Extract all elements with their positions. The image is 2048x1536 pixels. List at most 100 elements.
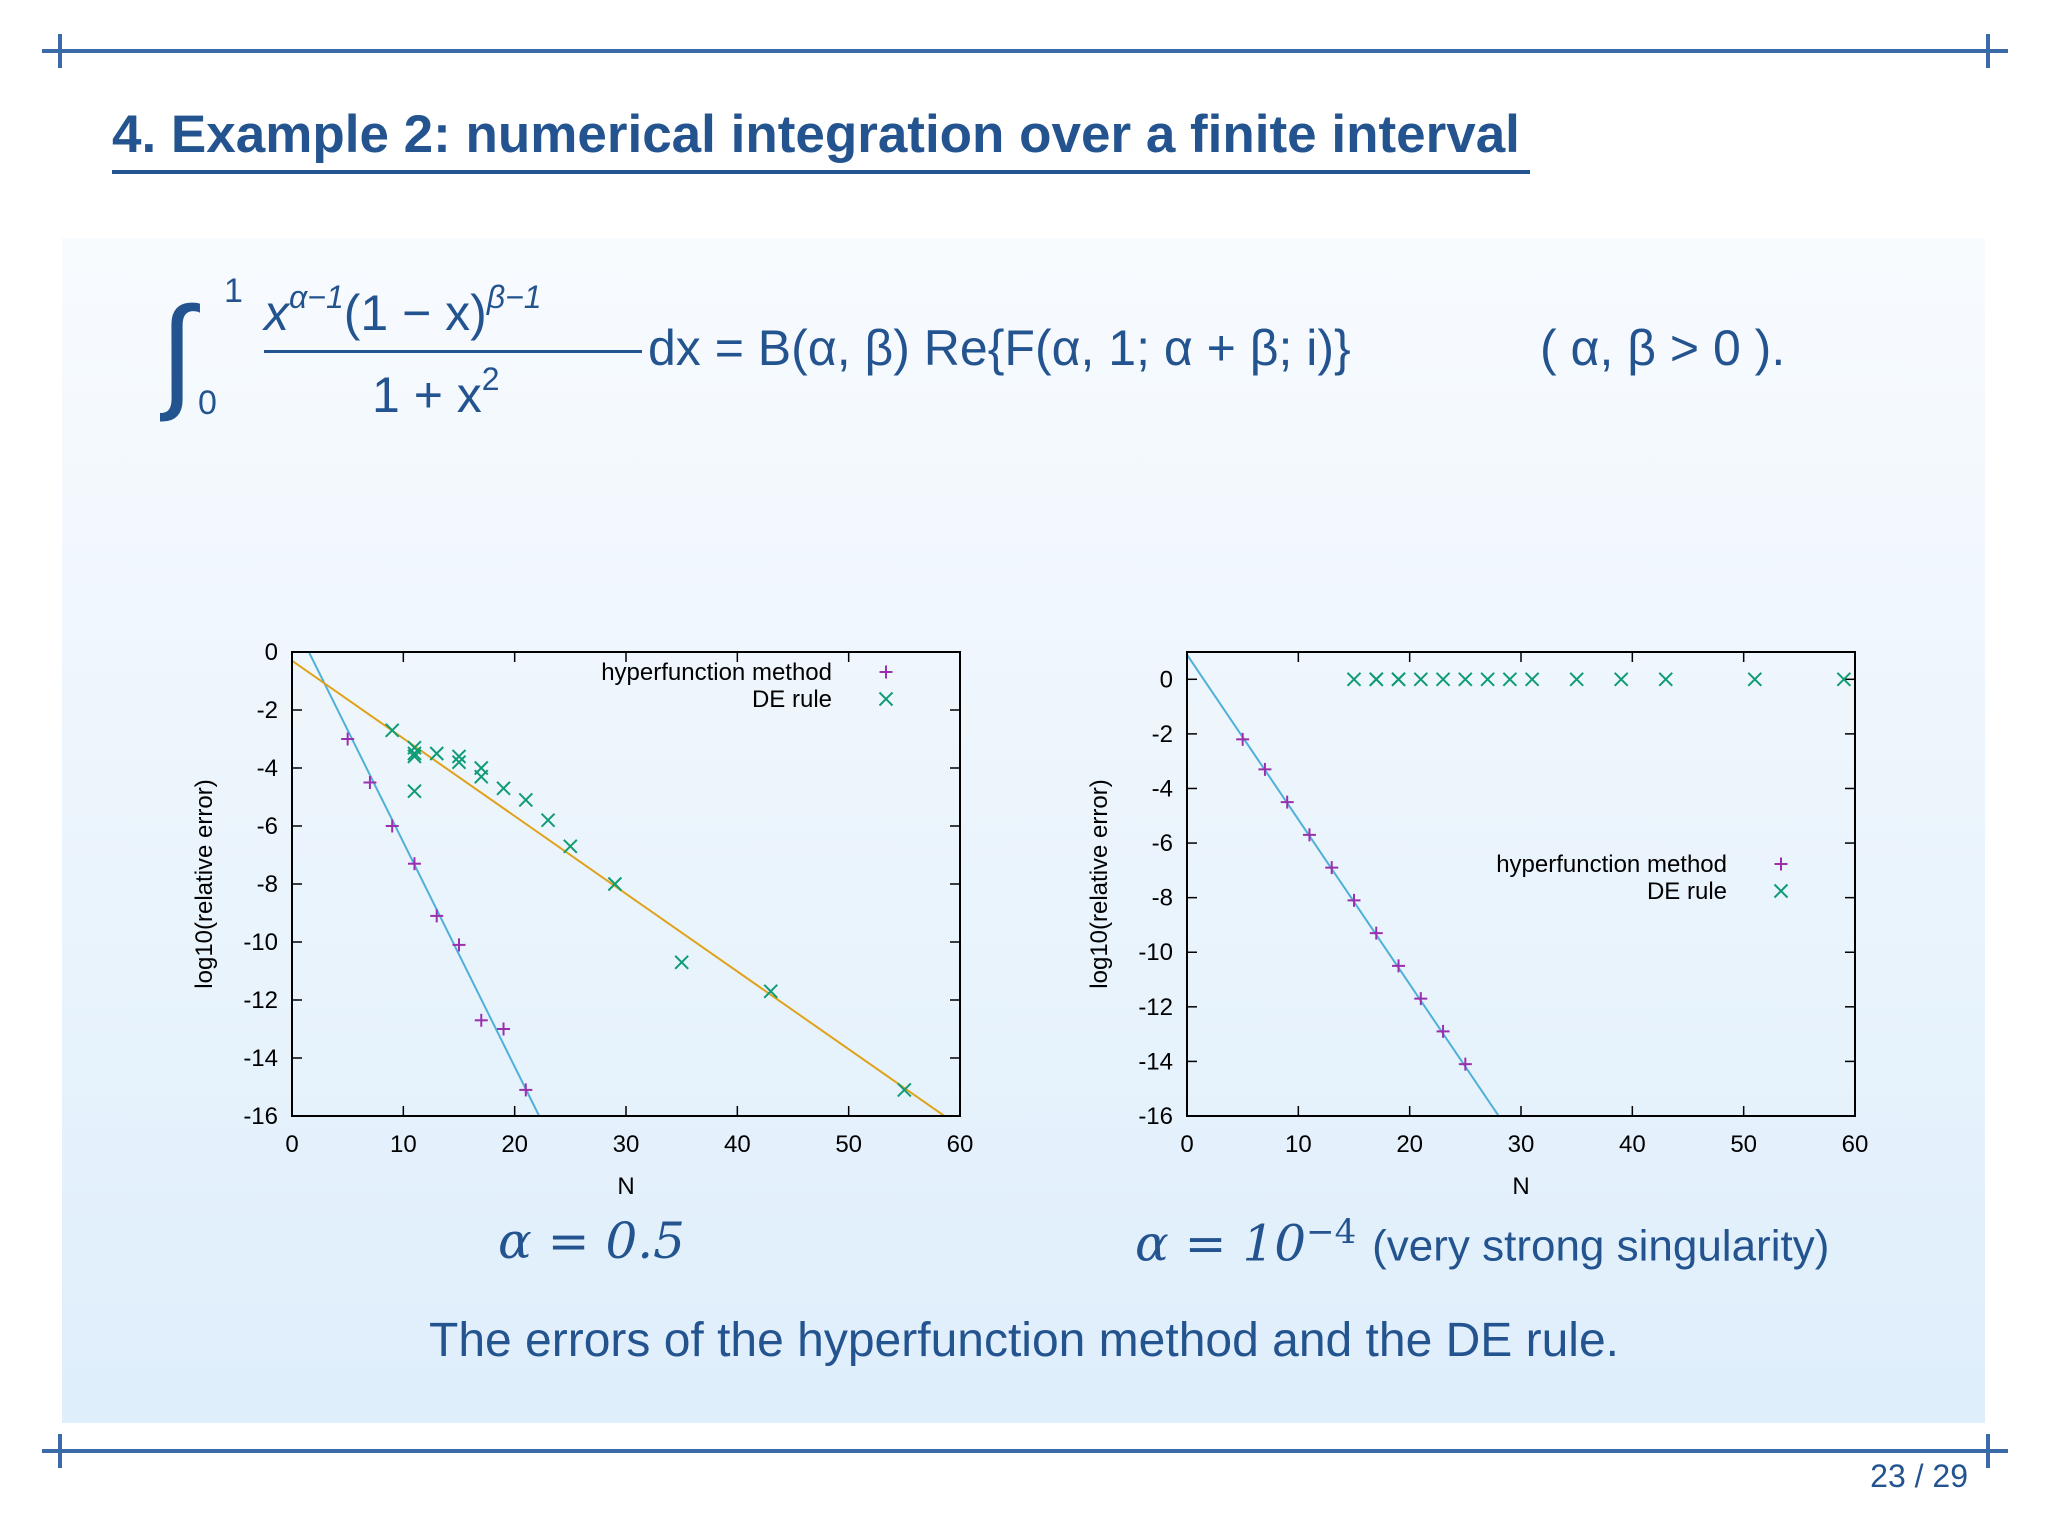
legend-label: hyperfunction method [1496, 851, 1727, 878]
plus-marker [1280, 795, 1294, 809]
y-tick-label: 0 [1160, 666, 1173, 693]
plus-marker [1302, 828, 1316, 842]
caption-right-exponent: −4 [1306, 1212, 1357, 1252]
cross-marker [1458, 672, 1473, 687]
cross-marker [1747, 672, 1763, 687]
y-tick-label: -12 [243, 987, 278, 1014]
y-tick-label: -6 [257, 813, 278, 840]
plus-marker [1436, 1024, 1450, 1038]
y-tick-label: -14 [1138, 1048, 1173, 1075]
marker-stroke [1502, 672, 1518, 687]
numerator-x: x [262, 285, 291, 341]
marker-stroke [407, 749, 422, 764]
cross-marker [1658, 672, 1673, 687]
marker-stroke [1346, 672, 1362, 687]
caption-alpha-right: α = 10−4 (very strong singularity) [1135, 1212, 1829, 1273]
marker-stroke [1836, 672, 1852, 687]
legend-plus-marker [879, 665, 893, 679]
marker-stroke [429, 746, 444, 761]
numerator-mid: (1 − x) [344, 285, 487, 341]
bottom-frame-line [42, 1449, 2008, 1453]
y-tick-label: -10 [243, 929, 278, 956]
cross-marker [897, 1082, 912, 1098]
fit-line [307, 652, 541, 1116]
denominator-exp: 2 [482, 361, 500, 397]
caption-right-math: α = 10 [1135, 1214, 1307, 1273]
plus-marker [1414, 992, 1428, 1006]
de-rule-series [384, 723, 912, 1098]
legend-plus-marker [1774, 857, 1788, 871]
marker-stroke [1480, 672, 1495, 687]
y-tick-label: -12 [1138, 994, 1173, 1021]
marker-stroke [1458, 672, 1473, 687]
x-tick-label: 10 [390, 1131, 417, 1158]
plus-marker [1369, 926, 1383, 940]
plus-marker [407, 857, 421, 871]
x-axis-label: N [617, 1173, 634, 1200]
marker-stroke [897, 1082, 912, 1098]
cross-marker [1613, 672, 1629, 687]
plus-marker [519, 1083, 533, 1097]
cross-marker [429, 746, 444, 761]
x-tick-label: 60 [1842, 1131, 1869, 1158]
legend-label: hyperfunction method [601, 659, 832, 686]
cross-marker [1569, 672, 1584, 687]
marker-stroke [384, 723, 400, 738]
legend-label: DE rule [752, 686, 832, 713]
de-rule-series [1346, 672, 1852, 687]
plus-marker [474, 1013, 488, 1027]
cross-marker [496, 781, 511, 796]
plot-area [292, 652, 945, 1116]
legend-cross-marker [878, 691, 894, 707]
marker-stroke [451, 749, 467, 764]
cross-marker [407, 746, 422, 761]
bottom-right-frame-tick [1986, 1434, 1990, 1468]
y-tick-label: -10 [1138, 939, 1173, 966]
plus-marker [1258, 762, 1272, 776]
plus-marker [430, 909, 444, 923]
y-tick-label: 0 [265, 639, 278, 666]
chart-alpha-1e-4: 0 10 20 30 40 50 60 0 -2 -4 -6 -8 -10 -12 -14 -16 Nlog10… [1086, 651, 1869, 1200]
x-tick-label: 30 [1508, 1131, 1535, 1158]
plot-frame [1186, 651, 1856, 1117]
slide-title: 4. Example 2: numerical integration over… [112, 105, 1520, 164]
hyperfunction-series [1236, 732, 1472, 1071]
x-tick-label: 0 [285, 1131, 298, 1158]
marker-stroke [1524, 672, 1540, 687]
marker-stroke [1369, 672, 1384, 687]
y-axis-label: log10(relative error) [191, 779, 218, 988]
numerator-exp1: α−1 [289, 279, 344, 315]
bottom-left-frame-tick [58, 1434, 62, 1468]
cross-marker [674, 955, 689, 970]
plus-marker [1392, 959, 1406, 973]
tick-marks [291, 651, 961, 1117]
cross-marker [518, 792, 534, 808]
x-axis-label: N [1512, 1173, 1529, 1200]
y-tick-label: -2 [1152, 721, 1173, 748]
y-tick-label: -16 [1138, 1103, 1173, 1130]
cross-marker [407, 783, 422, 799]
marker-stroke [407, 783, 422, 799]
cross-marker [1369, 672, 1384, 687]
integral-formula: ∫ 1 0 xα−1(1 − x)β−1 1 + x2 dx = B(α, β)… [160, 272, 1785, 423]
y-tick-label: -2 [257, 697, 278, 724]
cross-marker [607, 876, 623, 892]
cross-marker [474, 769, 489, 784]
top-left-frame-tick [58, 34, 62, 68]
cross-marker [1435, 672, 1451, 687]
marker-stroke [540, 812, 556, 828]
y-tick-label: -14 [243, 1045, 278, 1072]
marker-stroke [1613, 672, 1629, 687]
legend-label: DE rule [1647, 878, 1727, 905]
cross-marker [563, 839, 578, 854]
plot-frame [291, 651, 961, 1117]
plus-marker [497, 1022, 511, 1036]
cross-marker [1391, 672, 1406, 687]
cross-marker [407, 749, 422, 764]
x-tick-label: 50 [835, 1131, 862, 1158]
bottom-caption: The errors of the hyperfunction method a… [429, 1314, 1619, 1367]
y-tick-label: -4 [257, 755, 278, 782]
